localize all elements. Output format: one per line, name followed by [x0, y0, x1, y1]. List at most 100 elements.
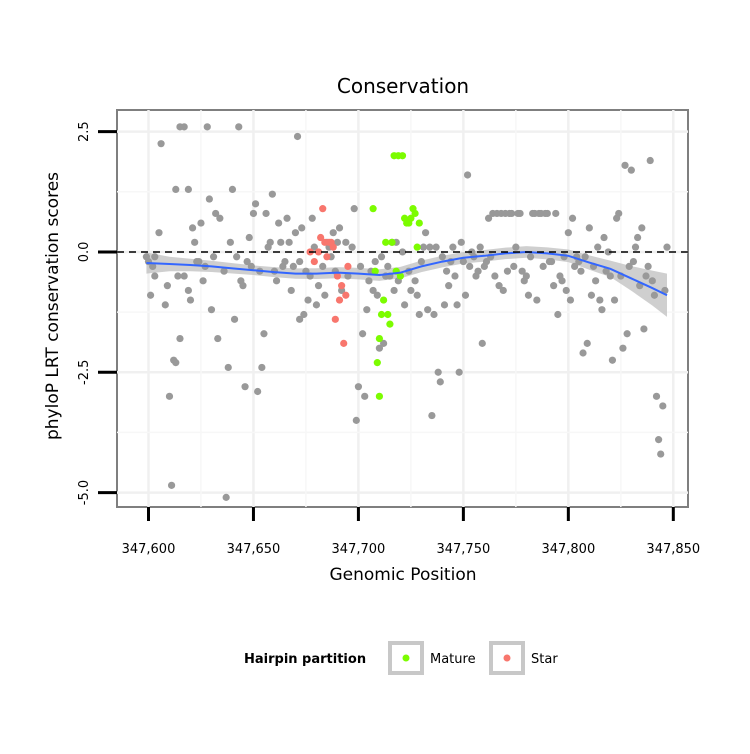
- point-other: [312, 301, 321, 309]
- point-other: [163, 282, 171, 290]
- point-other: [314, 282, 323, 290]
- point-other: [571, 262, 579, 270]
- point-other: [254, 387, 262, 396]
- point-mature: [371, 267, 379, 275]
- point-other: [220, 267, 228, 275]
- point-other: [249, 209, 258, 218]
- point-star: [338, 282, 346, 290]
- point-other: [155, 229, 163, 237]
- point-other: [592, 277, 600, 285]
- point-mature: [375, 334, 384, 343]
- point-other: [356, 262, 365, 270]
- point-other: [642, 272, 650, 280]
- legend: Hairpin partition Mature Star: [244, 641, 558, 675]
- point-other: [459, 257, 467, 266]
- point-other: [606, 272, 614, 280]
- point-other: [539, 262, 547, 270]
- point-star: [333, 272, 342, 280]
- point-other: [241, 383, 249, 391]
- axes-layer: 347,600 347,650 347,700 347,750 347,800 347,8…: [77, 121, 700, 557]
- legend-key-star: [489, 641, 525, 675]
- point-other: [625, 262, 633, 270]
- point-other: [434, 368, 442, 376]
- point-other: [417, 257, 425, 266]
- point-other: [151, 253, 159, 261]
- point-other: [300, 310, 308, 319]
- point-other: [308, 214, 316, 222]
- point-other: [329, 229, 337, 237]
- point-other: [165, 392, 174, 400]
- point-other: [298, 224, 306, 232]
- point-other: [558, 277, 566, 285]
- point-other: [543, 209, 551, 218]
- point-other: [260, 330, 268, 338]
- point-other: [478, 339, 486, 347]
- point-other: [602, 267, 610, 275]
- point-other: [361, 392, 369, 400]
- point-mature: [415, 219, 423, 227]
- point-other: [167, 481, 176, 489]
- point-mature: [388, 238, 396, 246]
- point-other: [566, 296, 575, 304]
- point-other: [583, 339, 591, 347]
- point-other: [463, 171, 472, 179]
- point-other: [369, 286, 377, 295]
- point-other: [149, 262, 157, 270]
- x-tick-label: 347,700: [332, 542, 386, 557]
- point-star: [319, 205, 327, 213]
- point-other: [596, 296, 604, 304]
- point-other: [380, 339, 388, 347]
- point-other: [186, 296, 195, 304]
- point-other: [384, 262, 392, 270]
- point-other: [293, 132, 302, 141]
- point-mature: [380, 296, 388, 304]
- point-mature: [386, 320, 394, 328]
- point-mature: [407, 214, 415, 222]
- point-other: [247, 262, 255, 270]
- point-other: [342, 238, 350, 246]
- point-other: [438, 253, 446, 261]
- point-other: [550, 282, 558, 290]
- point-other: [426, 243, 434, 251]
- point-other: [640, 325, 648, 333]
- point-other: [432, 243, 440, 251]
- point-other: [228, 185, 237, 193]
- point-other: [631, 243, 640, 251]
- point-other: [455, 368, 463, 376]
- point-other: [176, 334, 184, 343]
- point-other: [634, 233, 642, 242]
- y-tick-label: -2.5: [77, 360, 92, 385]
- point-other: [281, 257, 289, 266]
- point-other: [436, 378, 444, 386]
- point-other: [188, 224, 197, 232]
- point-other: [310, 243, 318, 251]
- point-other: [499, 286, 507, 295]
- point-other: [359, 330, 367, 338]
- point-other: [272, 277, 281, 285]
- point-other: [291, 229, 300, 237]
- point-other: [174, 272, 182, 280]
- point-mature: [373, 359, 381, 367]
- point-other: [522, 272, 530, 280]
- point-other: [365, 277, 373, 285]
- point-other: [245, 233, 253, 242]
- point-other: [648, 277, 656, 285]
- point-other: [562, 286, 570, 295]
- point-mature: [398, 152, 407, 160]
- point-other: [243, 257, 251, 266]
- point-other: [663, 243, 671, 251]
- point-other: [400, 301, 409, 309]
- point-other: [251, 200, 260, 208]
- point-other: [445, 282, 453, 290]
- point-other: [579, 349, 587, 357]
- point-other: [184, 286, 192, 295]
- point-other: [421, 229, 430, 237]
- point-other: [296, 315, 304, 323]
- point-other: [621, 161, 629, 169]
- point-other: [277, 238, 285, 246]
- point-other: [419, 243, 428, 251]
- point-other: [495, 282, 503, 290]
- point-other: [526, 253, 535, 261]
- point-other: [344, 272, 352, 280]
- point-other: [644, 262, 652, 270]
